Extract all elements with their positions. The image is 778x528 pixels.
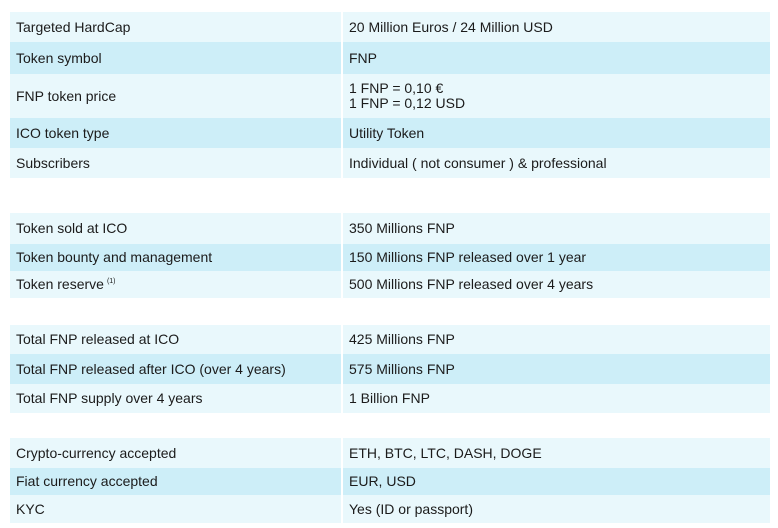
row-label: Subscribers (10, 148, 343, 178)
row-label: Token symbol (10, 42, 343, 74)
row-value: Yes (ID or passport) (349, 500, 473, 517)
table-row-token-bounty: Token bounty and management 150 Millions… (10, 244, 770, 271)
row-label: Token sold at ICO (10, 213, 343, 244)
row-value: 150 Millions FNP released over 1 year (349, 249, 587, 265)
row-value: 1 Billion FNP (349, 390, 430, 406)
row-label: Token reserve (1) (10, 271, 343, 298)
table-row-token-reserve: Token reserve (1) 500 Millions FNP releas… (10, 271, 770, 298)
row-label: Total FNP released after ICO (over 4 yea… (10, 354, 343, 384)
table-row-token-symbol: Token symbol FNP (10, 42, 770, 74)
row-label: FNP token price (10, 74, 343, 118)
row-label: Crypto-currency accepted (10, 438, 343, 468)
row-label: Targeted HardCap (10, 12, 343, 42)
row-value: Individual ( not consumer ) & profession… (349, 154, 607, 171)
table-row-hardcap: Targeted HardCap 20 Million Euros / 24 M… (10, 12, 770, 42)
table-row-token-type: ICO token type Utility Token (10, 118, 770, 148)
row-label: ICO token type (10, 118, 343, 148)
row-value: ETH, BTC, LTC, DASH, DOGE (349, 444, 542, 461)
price-eur: 1 FNP = 0,10 € (349, 80, 444, 96)
price-usd: 1 FNP = 0,12 USD (349, 95, 466, 111)
row-label: Fiat currency accepted (10, 468, 343, 495)
row-value: FNP (349, 49, 377, 66)
table-row-crypto-accepted: Crypto-currency accepted ETH, BTC, LTC, … (10, 438, 770, 468)
row-value: Utility Token (349, 124, 425, 141)
table-row-subscribers: Subscribers Individual ( not consumer ) … (10, 148, 770, 178)
table-group-supply: Total FNP released at ICO 425 Millions F… (10, 325, 770, 413)
table-row-released-after-ico: Total FNP released after ICO (over 4 yea… (10, 354, 770, 384)
row-label: KYC (10, 495, 343, 523)
table-row-fiat-accepted: Fiat currency accepted EUR, USD (10, 468, 770, 495)
row-label: Total FNP supply over 4 years (10, 384, 343, 413)
table-row-token-price: FNP token price 1 FNP = 0,10 € 1 FNP = 0… (10, 74, 770, 118)
table-row-released-at-ico: Total FNP released at ICO 425 Millions F… (10, 325, 770, 354)
table-row-kyc: KYC Yes (ID or passport) (10, 495, 770, 523)
row-value: 575 Millions FNP (349, 360, 455, 377)
row-value: EUR, USD (349, 473, 416, 489)
row-value: 350 Millions FNP (349, 220, 455, 236)
table-row-token-sold: Token sold at ICO 350 Millions FNP (10, 213, 770, 244)
row-value: 500 Millions FNP released over 4 years (349, 276, 594, 292)
table-row-total-supply: Total FNP supply over 4 years 1 Billion … (10, 384, 770, 413)
row-label: Token bounty and management (10, 244, 343, 271)
footnote-marker: (1) (106, 278, 116, 286)
table-group-payment: Crypto-currency accepted ETH, BTC, LTC, … (10, 438, 770, 523)
row-value: 20 Million Euros / 24 Million USD (349, 18, 553, 35)
row-value: 425 Millions FNP (349, 331, 455, 347)
row-value: 1 FNP = 0,10 € 1 FNP = 0,12 USD (343, 74, 770, 118)
table-group-token-distribution: Token sold at ICO 350 Millions FNP Token… (10, 213, 770, 298)
table-group-fundraising: Targeted HardCap 20 Million Euros / 24 M… (10, 12, 770, 178)
row-label: Total FNP released at ICO (10, 325, 343, 354)
